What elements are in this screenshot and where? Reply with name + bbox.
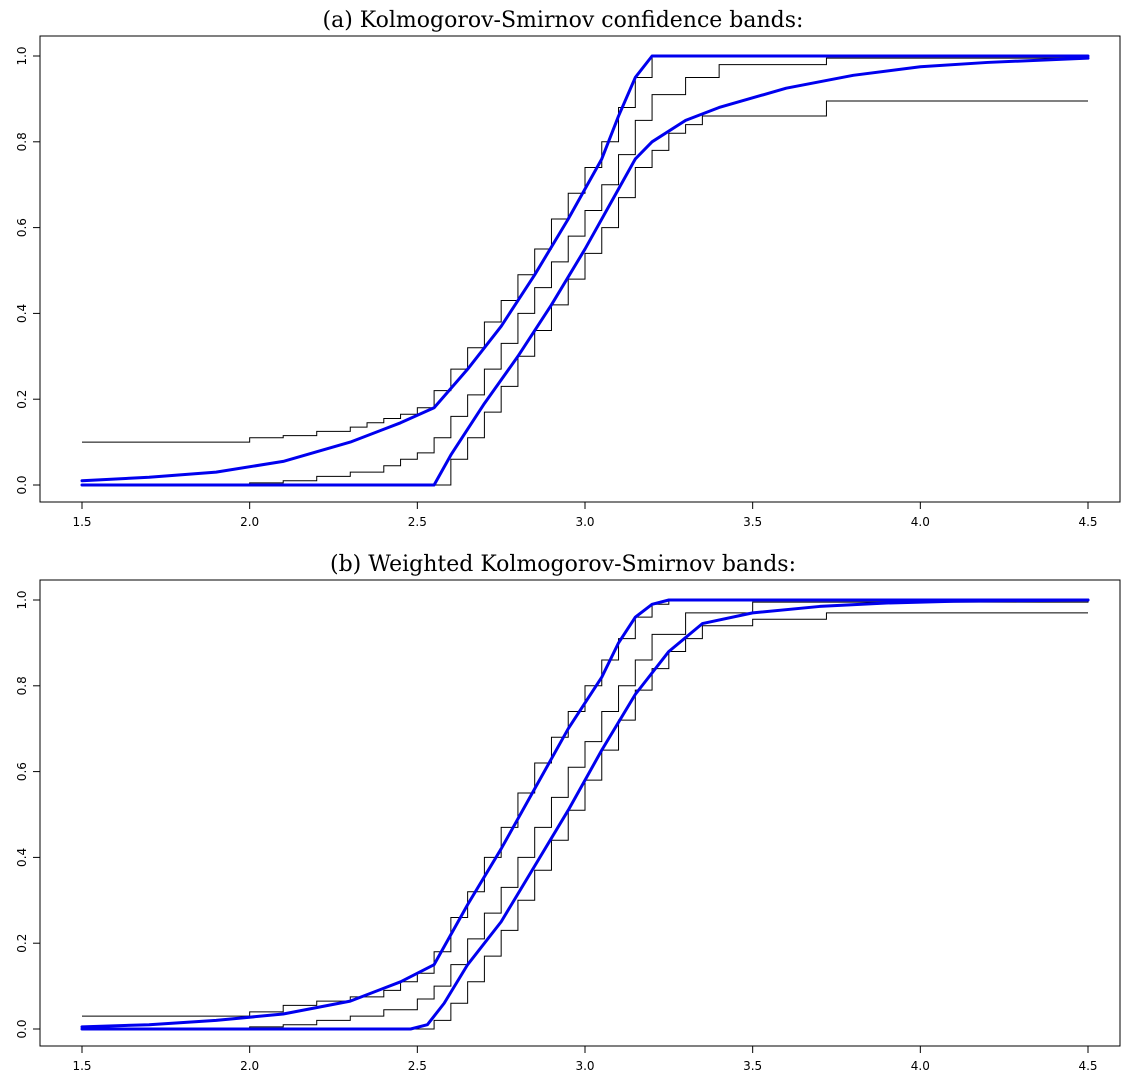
y-tick-label: 0.6 bbox=[15, 762, 29, 781]
y-tick-label: 0.4 bbox=[15, 304, 29, 323]
x-tick-label: 1.5 bbox=[72, 515, 91, 529]
y-tick-label: 0.0 bbox=[15, 475, 29, 494]
y-tick-label: 0.0 bbox=[15, 1019, 29, 1038]
band-series-2 bbox=[80, 56, 1090, 487]
y-tick-label: 0.8 bbox=[15, 676, 29, 695]
band-series-2 bbox=[80, 598, 1090, 1031]
x-tick-label: 2.5 bbox=[408, 1059, 427, 1073]
x-tick-label: 3.0 bbox=[575, 1059, 594, 1073]
chart-panel-b: (b) Weighted Kolmogorov-Smirnov bands: 1… bbox=[0, 544, 1126, 1088]
chart-panel-a: (a) Kolmogorov-Smirnov confidence bands:… bbox=[15, 8, 1121, 529]
y-tick-label: 0.4 bbox=[15, 848, 29, 867]
x-tick-label: 1.5 bbox=[72, 1059, 91, 1073]
plot-frame bbox=[39, 35, 1121, 503]
chart-svg-b: 1.5 2.0 2.5 3.0 3.5 4.0 4.5 0.0 0.2 0.4 0.6 0.8 1.0 bbox=[15, 579, 1121, 1073]
chart-title: (b) Weighted Kolmogorov-Smirnov bands: bbox=[330, 552, 796, 577]
y-tick-label: 1.0 bbox=[15, 46, 29, 65]
x-tick-label: 4.5 bbox=[1078, 515, 1097, 529]
chart-svg-a: 1.5 2.0 2.5 3.0 3.5 4.0 4.5 0.0 0.2 0.4 0.6 0.8 1.0 bbox=[15, 35, 1121, 529]
plot-frame bbox=[39, 579, 1121, 1047]
band-series-1 bbox=[80, 54, 1090, 483]
step-series-2 bbox=[82, 600, 1089, 1030]
step-series-2 bbox=[82, 56, 1089, 486]
x-tick-label: 3.5 bbox=[743, 515, 762, 529]
x-tick-label: 4.0 bbox=[911, 1059, 930, 1073]
chart-title: (a) Kolmogorov-Smirnov confidence bands: bbox=[322, 8, 804, 33]
y-tick-label: 0.2 bbox=[15, 934, 29, 953]
x-tick-label: 3.0 bbox=[575, 515, 594, 529]
step-series-3 bbox=[82, 612, 1088, 1030]
band-series-1 bbox=[80, 598, 1090, 1029]
y-tick-label: 0.2 bbox=[15, 390, 29, 409]
x-tick-label: 4.0 bbox=[911, 515, 930, 529]
step-series-1 bbox=[82, 599, 1088, 1017]
x-tick-label: 2.0 bbox=[240, 1059, 259, 1073]
y-tick-label: 0.6 bbox=[15, 218, 29, 237]
x-tick-label: 3.5 bbox=[743, 1059, 762, 1073]
x-tick-label: 2.0 bbox=[240, 515, 259, 529]
x-tick-label: 2.5 bbox=[408, 515, 427, 529]
x-tick-label: 4.5 bbox=[1078, 1059, 1097, 1073]
y-tick-label: 0.8 bbox=[15, 132, 29, 151]
y-tick-label: 1.0 bbox=[15, 590, 29, 609]
step-series-3 bbox=[82, 100, 1088, 486]
